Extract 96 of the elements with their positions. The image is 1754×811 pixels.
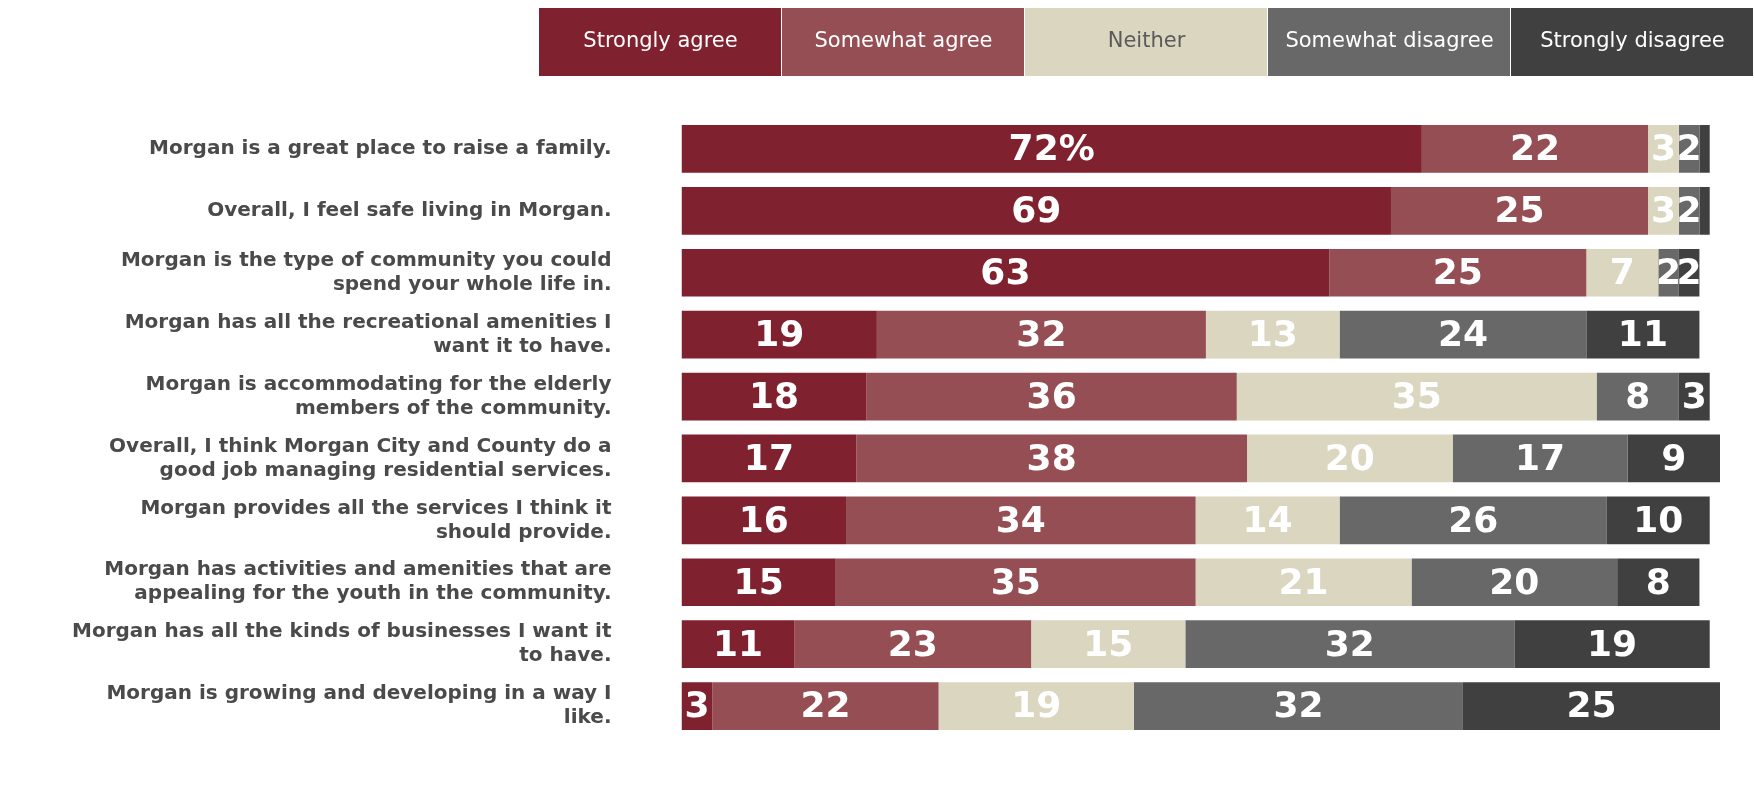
data-label: 15 bbox=[1083, 622, 1134, 664]
y-tick-label: Morgan has all the recreational amenities I want it to have. bbox=[124, 308, 612, 357]
bar bbox=[681, 248, 1330, 297]
bar bbox=[1185, 620, 1515, 668]
bar bbox=[856, 434, 1248, 483]
bar bbox=[835, 558, 1196, 607]
data-label: 10 bbox=[1633, 498, 1684, 540]
bar bbox=[681, 125, 1422, 173]
y-tick-label: Overall, I feel safe living in Morgan. bbox=[207, 197, 612, 222]
bar bbox=[681, 434, 857, 483]
bar bbox=[1421, 125, 1649, 173]
data-label: 7 bbox=[1609, 251, 1635, 293]
data-label: 36 bbox=[1026, 374, 1077, 416]
data-label: 38 bbox=[1026, 436, 1077, 478]
data-label: 22 bbox=[800, 684, 851, 726]
data-label: 11 bbox=[713, 622, 764, 664]
bar bbox=[1247, 434, 1453, 483]
data-label: 18 bbox=[749, 374, 800, 416]
text: Strongly disagree bbox=[1540, 28, 1725, 53]
bar bbox=[1627, 434, 1720, 483]
y-tick-label: Morgan has all the kinds of businesses I want it to have. bbox=[72, 618, 612, 667]
bar bbox=[1452, 434, 1628, 483]
bar bbox=[1195, 558, 1412, 607]
data-label: 35 bbox=[1391, 374, 1442, 416]
data-label: 32 bbox=[1016, 313, 1067, 355]
data-label: 72% bbox=[1008, 127, 1095, 169]
data-label: 35 bbox=[990, 560, 1041, 602]
y-tick-label: Morgan is growing and developing in a way I like. bbox=[106, 680, 612, 729]
bar bbox=[1339, 310, 1587, 359]
y-tick-label: Morgan is a great place to raise a family. bbox=[149, 135, 612, 160]
data-label: 3 bbox=[1650, 127, 1676, 169]
data-label: 11 bbox=[1617, 313, 1668, 355]
bar bbox=[938, 682, 1134, 730]
data-label: 69 bbox=[1011, 189, 1062, 231]
y-tick-label: Morgan provides all the services I think it should provide. bbox=[140, 494, 612, 543]
data-label: 13 bbox=[1247, 313, 1298, 355]
y-tick-label: Morgan has activities and amenities that are appealing for the youth in the community. bbox=[104, 556, 612, 605]
data-label: 21 bbox=[1278, 560, 1329, 602]
data-label: 8 bbox=[1645, 560, 1671, 602]
data-label: 19 bbox=[1586, 622, 1638, 664]
bar bbox=[1133, 682, 1463, 730]
bar bbox=[1236, 372, 1597, 421]
data-label: 17 bbox=[1515, 436, 1566, 478]
data-label: 25 bbox=[1432, 251, 1483, 293]
data-label: 17 bbox=[743, 436, 794, 478]
data-label: 22 bbox=[1509, 127, 1560, 169]
data-label: 19 bbox=[1011, 684, 1062, 726]
data-label: 14 bbox=[1242, 498, 1293, 540]
bar bbox=[681, 620, 795, 668]
bar bbox=[1329, 248, 1587, 297]
bar bbox=[1514, 620, 1710, 668]
bar bbox=[1411, 558, 1618, 607]
bar bbox=[681, 310, 877, 359]
data-label: 2 bbox=[1676, 127, 1702, 169]
bar bbox=[712, 682, 939, 730]
bar bbox=[1699, 187, 1710, 235]
bar bbox=[876, 310, 1206, 359]
bar bbox=[1339, 496, 1607, 545]
data-label: 24 bbox=[1437, 313, 1488, 355]
text: Neither bbox=[1107, 28, 1186, 53]
text: Somewhat agree bbox=[814, 28, 993, 53]
bar bbox=[866, 372, 1237, 421]
bar bbox=[681, 372, 867, 421]
data-label: 20 bbox=[1489, 560, 1540, 602]
data-label: 63 bbox=[980, 251, 1031, 293]
data-label: 25 bbox=[1566, 684, 1617, 726]
y-tick-label: Overall, I think Morgan City and County do a good job managing residential services. bbox=[109, 432, 612, 481]
data-label: 2 bbox=[1676, 189, 1702, 231]
data-label: 16 bbox=[738, 498, 789, 540]
bar bbox=[1462, 682, 1720, 730]
bar bbox=[681, 187, 1391, 235]
data-label: 34 bbox=[995, 498, 1046, 540]
bar bbox=[681, 558, 836, 607]
data-label: 32 bbox=[1273, 684, 1324, 726]
y-tick-label: Morgan is accommodating for the elderly members of the community. bbox=[145, 370, 612, 419]
data-label: 23 bbox=[887, 622, 938, 664]
data-label: 19 bbox=[754, 313, 805, 355]
data-label: 9 bbox=[1661, 436, 1687, 478]
data-label: 20 bbox=[1324, 436, 1375, 478]
data-label: 25 bbox=[1494, 189, 1545, 231]
bar bbox=[846, 496, 1196, 545]
data-label: 26 bbox=[1448, 498, 1499, 540]
data-label: 3 bbox=[1650, 189, 1676, 231]
data-label: 3 bbox=[1681, 374, 1707, 416]
data-label: 15 bbox=[733, 560, 784, 602]
bar bbox=[1031, 620, 1186, 668]
bar bbox=[1586, 248, 1659, 297]
bar bbox=[1390, 187, 1649, 235]
text: Somewhat disagree bbox=[1285, 28, 1494, 53]
data-label: 32 bbox=[1324, 622, 1375, 664]
text: Strongly agree bbox=[583, 28, 738, 53]
bar bbox=[794, 620, 1032, 668]
data-label: 8 bbox=[1625, 374, 1651, 416]
data-label: 3 bbox=[684, 684, 710, 726]
y-tick-label: Morgan is the type of community you could spend your whole life in. bbox=[120, 246, 612, 295]
bar bbox=[1699, 125, 1710, 173]
